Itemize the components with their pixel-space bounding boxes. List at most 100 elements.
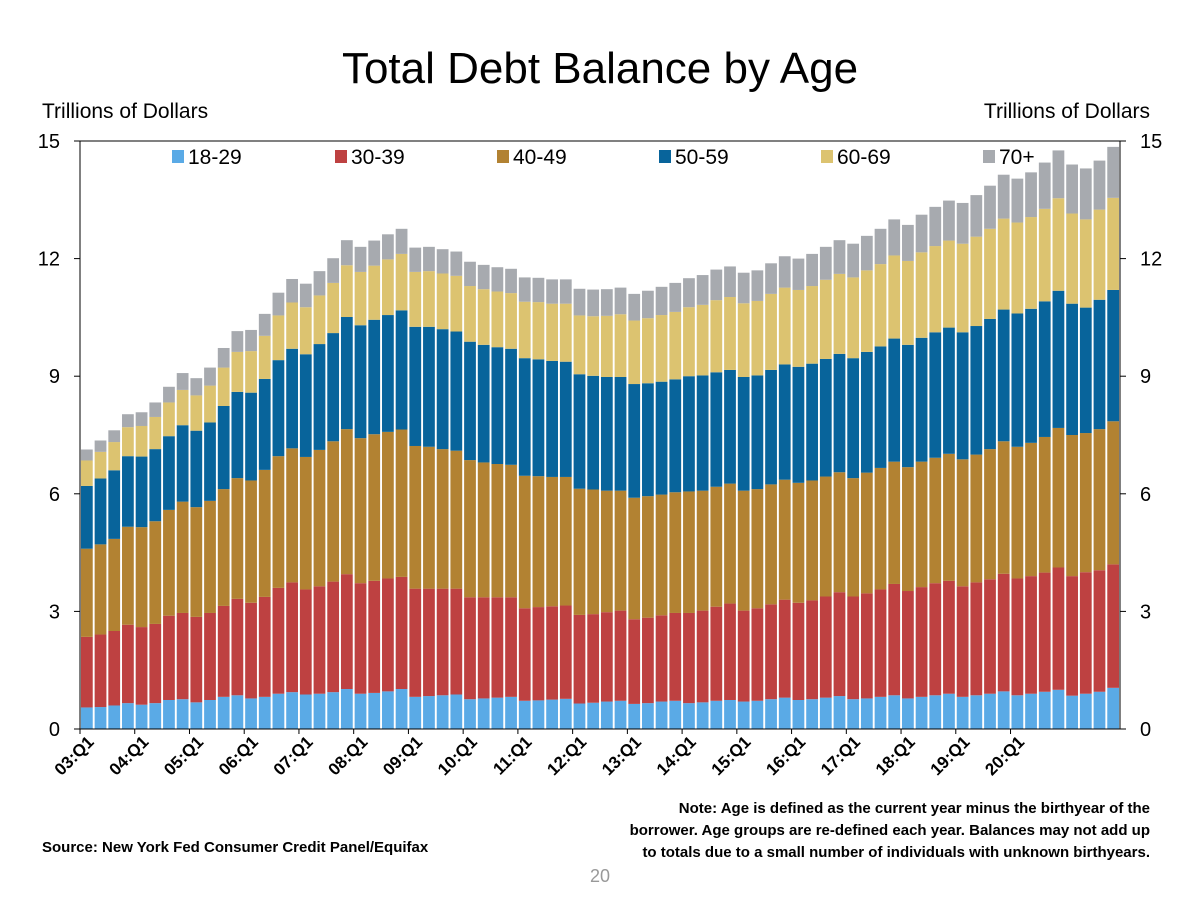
bar-70+ [724,266,736,298]
bar-50-59 [559,361,572,477]
bar-30-39 [559,605,572,699]
y-tick-label-right: 0 [1140,719,1151,741]
bar-50-59 [1025,308,1037,443]
bar-50-59 [313,344,326,450]
bar-40-49 [368,434,381,581]
bar-30-39 [313,586,326,694]
bar-60-69 [943,240,955,328]
bar-60-69 [833,273,846,354]
bar-40-49 [984,449,996,580]
x-tick-label: 04:Q1 [106,732,153,779]
bar-70+ [970,195,983,237]
bar-60-69 [792,289,805,367]
bar-50-59 [1011,313,1024,447]
x-tick-label: 09:Q1 [379,732,426,779]
bar-30-39 [984,579,996,694]
bar-30-39 [902,591,914,699]
bar-40-49 [217,489,230,606]
bar-30-39 [546,606,558,700]
bar-18-29 [258,696,271,729]
bar-50-59 [669,379,682,493]
bar-60-69 [806,286,818,364]
bar-60-69 [122,427,134,457]
bar-30-39 [231,598,244,696]
y-tick-label-right: 12 [1140,249,1162,271]
y-tick-label-right: 6 [1140,484,1151,506]
bar-70+ [833,240,846,274]
bar-70+ [628,293,641,321]
bar-18-29 [669,700,682,729]
bar-18-29 [1079,693,1092,729]
bar-40-49 [751,489,764,609]
bar-70+ [655,286,668,316]
bar-30-39 [464,597,476,700]
bar-70+ [929,206,942,247]
bar-70+ [518,277,531,302]
bar-50-59 [245,392,257,481]
bar-18-29 [354,693,367,729]
bar-60-69 [382,259,394,316]
bar-40-49 [149,521,162,624]
bar-70+ [1025,172,1037,218]
bar-30-39 [792,602,805,700]
legend-label-60-69: 60-69 [837,146,891,169]
bar-70+ [600,289,613,316]
bar-70+ [587,289,600,317]
bar-40-49 [477,462,490,598]
bar-18-29 [984,693,996,729]
bar-60-69 [505,293,517,349]
bar-30-39 [122,624,134,704]
bar-40-49 [313,449,326,587]
bar-18-29 [724,699,736,729]
bar-70+ [915,214,928,253]
bar-18-29 [970,695,983,729]
bar-18-29 [1107,687,1120,729]
bar-18-29 [874,696,887,729]
bar-18-29 [860,698,873,729]
bar-18-29 [737,701,750,729]
bar-60-69 [970,236,983,327]
bar-60-69 [559,303,572,362]
bar-18-29 [368,692,381,729]
bar-40-49 [614,490,627,611]
bar-60-69 [874,264,887,347]
bar-60-69 [313,295,326,345]
bar-50-59 [683,376,695,492]
bar-40-49 [450,450,463,589]
bar-40-49 [600,490,613,613]
bar-60-69 [149,416,162,450]
bar-50-59 [1066,303,1078,435]
bar-40-49 [1093,429,1106,571]
bar-70+ [792,258,805,290]
bar-50-59 [163,436,175,510]
bar-70+ [108,430,121,443]
bar-30-39 [669,612,682,701]
bar-60-69 [888,255,901,339]
bar-18-29 [464,699,476,729]
bar-50-59 [751,375,764,490]
bar-50-59 [956,332,969,460]
bar-70+ [1079,168,1092,220]
x-tick-label: 05:Q1 [160,732,207,779]
bar-50-59 [327,333,340,442]
y-tick-label-right: 15 [1140,131,1162,153]
bar-30-39 [765,604,777,700]
legend-swatch-70+ [983,150,995,163]
bar-70+ [559,279,572,304]
bar-70+ [874,228,887,265]
bar-70+ [737,272,750,304]
bar-40-49 [258,469,271,597]
bar-60-69 [628,320,641,385]
bar-70+ [806,253,818,287]
bar-18-29 [683,703,695,729]
bar-50-59 [1079,307,1092,434]
bar-50-59 [655,381,668,495]
bar-30-39 [505,597,517,697]
bar-18-29 [313,693,326,729]
bar-40-49 [847,478,860,597]
bar-30-39 [1052,567,1065,690]
bar-70+ [819,246,832,280]
bar-18-29 [135,704,148,729]
bar-18-29 [792,699,805,729]
